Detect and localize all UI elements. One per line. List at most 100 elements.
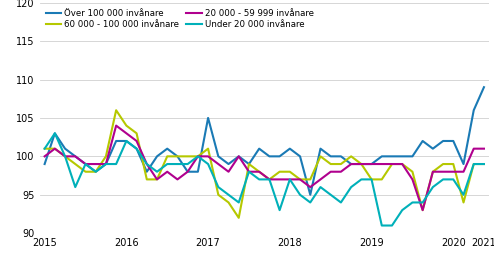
Under 20 000 invånare: [236, 201, 242, 204]
20 000 - 59 999 invånare: [72, 155, 78, 158]
Under 20 000 invånare: [348, 186, 354, 189]
Över 100 000 invånare: [460, 162, 466, 166]
Över 100 000 invånare: [410, 155, 415, 158]
60 000 - 100 000 invånare: [440, 162, 446, 166]
Över 100 000 invånare: [174, 155, 180, 158]
Under 20 000 invånare: [124, 139, 129, 143]
Under 20 000 invånare: [430, 186, 436, 189]
20 000 - 59 999 invånare: [338, 170, 344, 173]
60 000 - 100 000 invånare: [215, 193, 221, 196]
20 000 - 59 999 invånare: [307, 186, 313, 189]
Över 100 000 invånare: [420, 139, 426, 143]
Under 20 000 invånare: [318, 186, 324, 189]
60 000 - 100 000 invånare: [62, 155, 68, 158]
Över 100 000 invånare: [328, 155, 333, 158]
Över 100 000 invånare: [205, 116, 211, 120]
60 000 - 100 000 invånare: [124, 124, 129, 127]
Över 100 000 invånare: [82, 162, 88, 166]
20 000 - 59 999 invånare: [481, 147, 487, 150]
60 000 - 100 000 invånare: [113, 109, 119, 112]
Under 20 000 invånare: [144, 162, 150, 166]
Över 100 000 invånare: [215, 155, 221, 158]
Under 20 000 invånare: [215, 186, 221, 189]
Över 100 000 invånare: [133, 147, 139, 150]
20 000 - 59 999 invånare: [154, 178, 160, 181]
Under 20 000 invånare: [113, 162, 119, 166]
Över 100 000 invånare: [277, 155, 283, 158]
Under 20 000 invånare: [165, 162, 170, 166]
Över 100 000 invånare: [256, 147, 262, 150]
60 000 - 100 000 invånare: [236, 216, 242, 219]
20 000 - 59 999 invånare: [420, 209, 426, 212]
Under 20 000 invånare: [52, 132, 58, 135]
Över 100 000 invånare: [103, 162, 109, 166]
Över 100 000 invånare: [307, 193, 313, 196]
Legend: Över 100 000 invånare, 60 000 - 100 000 invånare, 20 000 - 59 999 invånare, Unde: Över 100 000 invånare, 60 000 - 100 000 …: [44, 7, 316, 30]
Under 20 000 invånare: [399, 209, 405, 212]
20 000 - 59 999 invånare: [358, 162, 364, 166]
60 000 - 100 000 invånare: [399, 162, 405, 166]
Över 100 000 invånare: [165, 147, 170, 150]
Över 100 000 invånare: [154, 155, 160, 158]
60 000 - 100 000 invånare: [369, 178, 374, 181]
Över 100 000 invånare: [451, 139, 456, 143]
20 000 - 59 999 invånare: [205, 155, 211, 158]
20 000 - 59 999 invånare: [297, 178, 303, 181]
20 000 - 59 999 invånare: [82, 162, 88, 166]
Över 100 000 invånare: [481, 86, 487, 89]
20 000 - 59 999 invånare: [236, 155, 242, 158]
Under 20 000 invånare: [389, 224, 395, 227]
20 000 - 59 999 invånare: [246, 170, 252, 173]
20 000 - 59 999 invånare: [133, 139, 139, 143]
20 000 - 59 999 invånare: [369, 162, 374, 166]
Under 20 000 invånare: [410, 201, 415, 204]
Över 100 000 invånare: [52, 132, 58, 135]
60 000 - 100 000 invånare: [266, 178, 272, 181]
Line: Över 100 000 invånare: Över 100 000 invånare: [44, 87, 484, 195]
Under 20 000 invånare: [72, 186, 78, 189]
Över 100 000 invånare: [358, 162, 364, 166]
Under 20 000 invånare: [133, 147, 139, 150]
Under 20 000 invånare: [440, 178, 446, 181]
20 000 - 59 999 invånare: [440, 170, 446, 173]
20 000 - 59 999 invånare: [113, 124, 119, 127]
Över 100 000 invånare: [338, 155, 344, 158]
60 000 - 100 000 invånare: [174, 155, 180, 158]
60 000 - 100 000 invånare: [471, 162, 477, 166]
60 000 - 100 000 invånare: [52, 147, 58, 150]
20 000 - 59 999 invånare: [399, 162, 405, 166]
20 000 - 59 999 invånare: [471, 147, 477, 150]
60 000 - 100 000 invånare: [430, 170, 436, 173]
Under 20 000 invånare: [358, 178, 364, 181]
Under 20 000 invånare: [287, 178, 293, 181]
60 000 - 100 000 invånare: [318, 155, 324, 158]
Över 100 000 invånare: [124, 139, 129, 143]
Över 100 000 invånare: [62, 147, 68, 150]
60 000 - 100 000 invånare: [226, 201, 232, 204]
20 000 - 59 999 invånare: [266, 178, 272, 181]
Under 20 000 invånare: [41, 147, 47, 150]
Under 20 000 invånare: [185, 162, 191, 166]
20 000 - 59 999 invånare: [174, 178, 180, 181]
Över 100 000 invånare: [93, 170, 99, 173]
20 000 - 59 999 invånare: [410, 178, 415, 181]
Line: Under 20 000 invånare: Under 20 000 invånare: [44, 133, 484, 226]
Under 20 000 invånare: [62, 155, 68, 158]
60 000 - 100 000 invånare: [358, 162, 364, 166]
20 000 - 59 999 invånare: [52, 147, 58, 150]
Under 20 000 invånare: [277, 209, 283, 212]
Över 100 000 invånare: [266, 155, 272, 158]
20 000 - 59 999 invånare: [328, 170, 333, 173]
Under 20 000 invånare: [82, 162, 88, 166]
60 000 - 100 000 invånare: [41, 147, 47, 150]
Under 20 000 invånare: [226, 193, 232, 196]
60 000 - 100 000 invånare: [185, 155, 191, 158]
Under 20 000 invånare: [256, 178, 262, 181]
Under 20 000 invånare: [369, 178, 374, 181]
20 000 - 59 999 invånare: [185, 170, 191, 173]
20 000 - 59 999 invånare: [287, 178, 293, 181]
Över 100 000 invånare: [41, 162, 47, 166]
60 000 - 100 000 invånare: [154, 178, 160, 181]
20 000 - 59 999 invånare: [93, 162, 99, 166]
Under 20 000 invånare: [481, 162, 487, 166]
